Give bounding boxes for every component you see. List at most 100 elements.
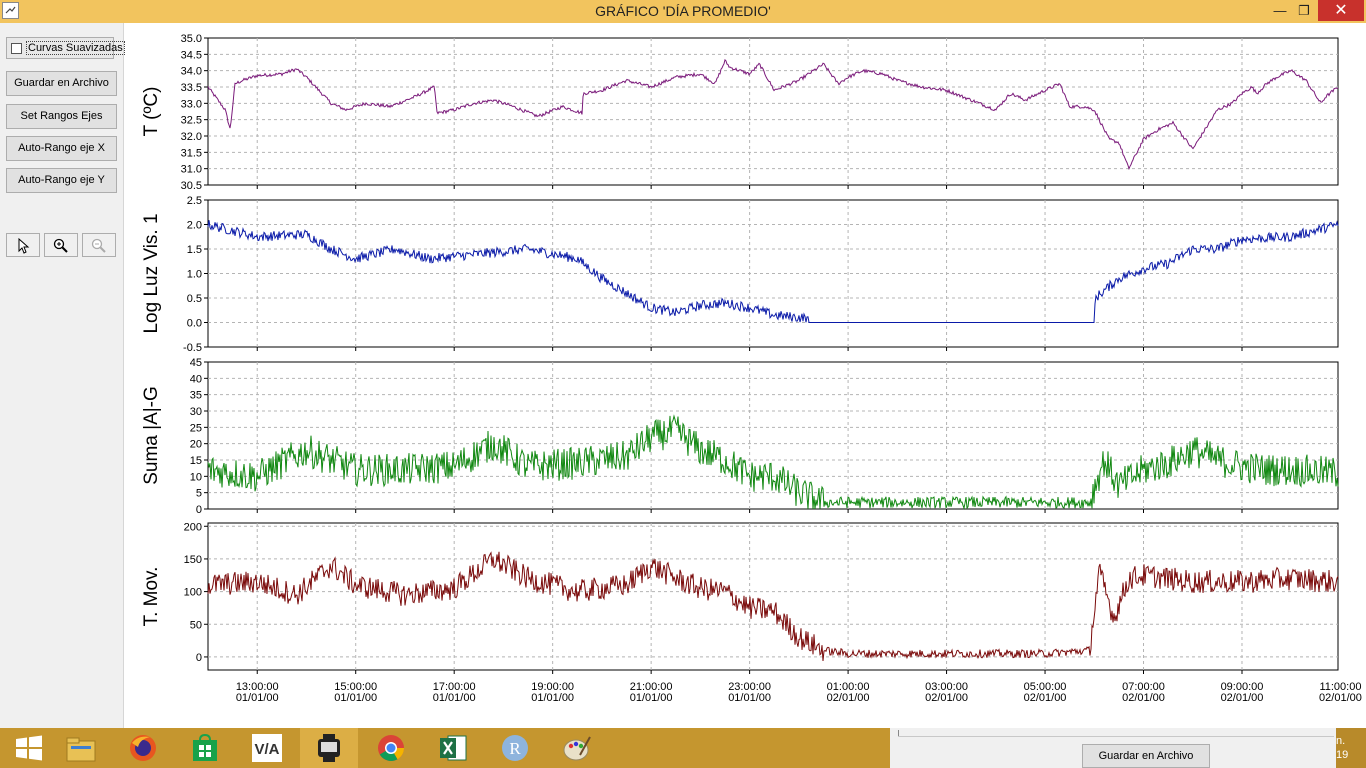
taskbar-store[interactable]	[176, 728, 234, 768]
title-bar: GRÁFICO 'DÍA PROMEDIO' — ❐ ✕	[0, 0, 1366, 23]
x-tick-date-label: 01/01/00	[334, 692, 377, 704]
x-tick-time-label: 23:00:00	[728, 681, 771, 693]
y-tick-label: 31.0	[181, 164, 202, 176]
auto-range-y-button[interactable]: Auto-Rango eje Y	[6, 168, 117, 193]
via-app-label: V/A	[254, 741, 279, 758]
x-tick-date-label: 01/01/00	[433, 692, 476, 704]
y-tick-label: 34.0	[181, 66, 202, 78]
series-line-2	[207, 220, 1339, 323]
pointer-tool-button[interactable]	[6, 233, 40, 257]
series-line-4	[207, 551, 1339, 662]
taskbar-monitor-app[interactable]	[300, 728, 358, 768]
y-tick-label: 20	[190, 439, 202, 451]
chrome-icon	[378, 735, 405, 762]
y-tick-label: 25	[190, 422, 202, 434]
y-axis-label-3: Suma |A|-G	[141, 386, 162, 485]
x-tick-date-label: 02/01/00	[1122, 692, 1165, 704]
close-button[interactable]: ✕	[1318, 0, 1364, 21]
y-tick-label: 200	[184, 521, 202, 533]
checkbox-box[interactable]	[11, 43, 22, 54]
minimize-button[interactable]: —	[1273, 3, 1287, 18]
zoom-in-tool-button[interactable]	[44, 233, 78, 257]
y-tick-label: 35	[190, 390, 202, 402]
r-app-label: R	[509, 739, 521, 758]
y-tick-label: 34.5	[181, 49, 202, 61]
y-tick-label: 35.0	[181, 33, 202, 45]
charts-area[interactable]: 30.5 31.0 31.5 32.0 32.5 33.0 33.5 34.0 34.5 35.0…	[124, 23, 1366, 728]
y-tick-label: 2.5	[187, 195, 202, 207]
x-tick-date-label: 02/01/00	[1319, 692, 1362, 704]
y-tick-label: 33.0	[181, 98, 202, 110]
start-button[interactable]	[0, 728, 58, 768]
plot-panel-3	[207, 361, 1339, 510]
window-title: GRÁFICO 'DÍA PROMEDIO'	[595, 3, 771, 19]
y-tick-label: 40	[190, 373, 202, 385]
background-window-panel: Guardar en Archivo	[890, 728, 1336, 768]
taskbar-firefox[interactable]	[114, 728, 172, 768]
x-tick-time-label: 03:00:00	[925, 681, 968, 693]
y-tick-label: 5	[196, 488, 202, 500]
taskbar-paint[interactable]	[548, 728, 606, 768]
taskbar-via-app[interactable]: V/A	[238, 728, 296, 768]
y-axis-label-2: Log Luz Vis. 1	[141, 213, 162, 333]
restore-button[interactable]: ❐	[1298, 3, 1310, 18]
x-tick-date-label: 02/01/00	[1024, 692, 1067, 704]
y-tick-label: 0	[196, 652, 202, 664]
system-clock: n. 19	[1336, 728, 1366, 768]
y-tick-label: 33.5	[181, 82, 202, 94]
taskbar-file-explorer[interactable]	[52, 728, 110, 768]
x-tick-time-label: 09:00:00	[1221, 681, 1264, 693]
x-tick-time-label: 13:00:00	[236, 681, 279, 693]
y-tick-label: 32.0	[181, 131, 202, 143]
y-tick-label: 50	[190, 619, 202, 631]
x-tick-date-label: 01/01/00	[630, 692, 673, 704]
zoom-out-tool-button[interactable]	[82, 233, 116, 257]
background-save-button[interactable]: Guardar en Archivo	[1082, 744, 1210, 768]
save-to-file-button[interactable]: Guardar en Archivo	[6, 71, 117, 96]
auto-range-x-button[interactable]: Auto-Rango eje X	[6, 136, 117, 161]
y-tick-label: 1.0	[187, 269, 202, 281]
plot-panel-1	[207, 37, 1339, 186]
y-tick-label: 1.5	[187, 244, 202, 256]
x-tick-time-label: 15:00:00	[334, 681, 377, 693]
x-tick-time-label: 17:00:00	[433, 681, 476, 693]
taskbar-excel[interactable]	[424, 728, 482, 768]
excel-icon	[440, 735, 467, 761]
y-tick-label: 30.5	[181, 180, 202, 192]
y-tick-label: 0	[196, 504, 202, 516]
x-tick-time-label: 07:00:00	[1122, 681, 1165, 693]
y-tick-label: 0.0	[187, 318, 202, 330]
panel-divider-line	[898, 736, 1334, 737]
app-icon[interactable]	[2, 2, 19, 19]
taskbar-chrome[interactable]	[362, 728, 420, 768]
y-axis-label-4: T. Mov.	[141, 567, 162, 627]
x-tick-time-label: 11:00:00	[1319, 681, 1361, 693]
smooth-curves-checkbox[interactable]: Curvas Suavizadas	[6, 37, 125, 59]
x-tick-date-label: 01/01/00	[728, 692, 771, 704]
taskbar-r[interactable]: R	[486, 728, 544, 768]
x-tick-time-label: 19:00:00	[531, 681, 574, 693]
x-tick-date-label: 02/01/00	[1221, 692, 1264, 704]
windows-logo-icon	[16, 735, 42, 761]
x-tick-time-label: 21:00:00	[630, 681, 673, 693]
zoom-out-icon	[91, 238, 106, 253]
clock-partial-text: n. 19	[1336, 735, 1349, 761]
y-tick-label: 100	[184, 587, 202, 599]
monitor-app-icon	[318, 734, 340, 762]
plot-panel-4	[207, 522, 1339, 671]
panel-divider	[898, 730, 899, 736]
y-tick-label: 15	[190, 455, 202, 467]
y-tick-label: 10	[190, 471, 202, 483]
y-tick-label: 30	[190, 406, 202, 418]
paint-icon	[563, 736, 591, 761]
firefox-icon	[130, 735, 156, 761]
y-tick-label: 0.5	[187, 293, 202, 305]
r-icon: R	[502, 735, 528, 761]
pointer-icon	[18, 238, 30, 254]
x-tick-date-label: 02/01/00	[827, 692, 870, 704]
set-axis-ranges-button[interactable]: Set Rangos Ejes	[6, 104, 117, 129]
sidebar: Curvas Suavizadas Guardar en Archivo Set…	[0, 23, 125, 728]
x-tick-date-label: 02/01/00	[925, 692, 968, 704]
x-tick-date-label: 01/01/00	[531, 692, 574, 704]
x-tick-time-label: 01:00:00	[827, 681, 870, 693]
